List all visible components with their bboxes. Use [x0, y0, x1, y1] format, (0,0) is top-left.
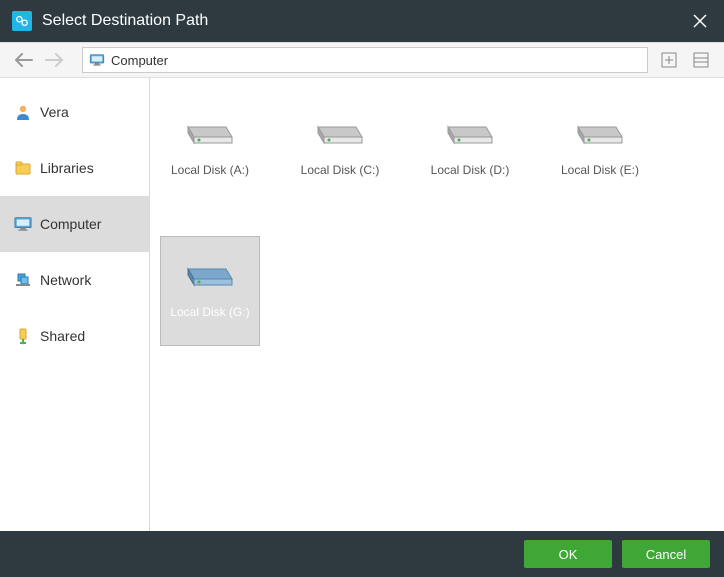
bottombar: OK Cancel: [0, 531, 724, 577]
cancel-button[interactable]: Cancel: [622, 540, 710, 568]
sidebar-item-vera[interactable]: Vera: [0, 84, 149, 140]
drive-label: Local Disk (D:): [431, 163, 510, 177]
drive-content: Local Disk (A:) Local Disk (C:): [150, 78, 724, 531]
close-icon[interactable]: [688, 9, 712, 33]
sidebar-item-computer[interactable]: Computer: [0, 196, 149, 252]
drive-a[interactable]: Local Disk (A:): [160, 94, 260, 204]
drive-icon: [442, 103, 498, 147]
drive-icon: [182, 245, 238, 289]
sidebar-item-label: Vera: [40, 104, 69, 120]
monitor-icon: [89, 54, 105, 66]
sidebar-item-label: Libraries: [40, 160, 94, 176]
sidebar-item-network[interactable]: Network: [0, 252, 149, 308]
user-icon: [14, 103, 32, 121]
sidebar-item-label: Network: [40, 272, 91, 288]
window-title: Select Destination Path: [42, 12, 688, 30]
sidebar-item-label: Computer: [40, 216, 101, 232]
app-icon: [12, 11, 32, 31]
drive-e[interactable]: Local Disk (E:): [550, 94, 650, 204]
toolbar: Computer: [0, 42, 724, 78]
drive-label: Local Disk (C:): [301, 163, 380, 177]
shared-icon: [14, 327, 32, 345]
drive-icon: [312, 103, 368, 147]
drive-label: Local Disk (G:): [170, 305, 249, 319]
drive-d[interactable]: Local Disk (D:): [420, 94, 520, 204]
libraries-icon: [14, 159, 32, 177]
sidebar-item-label: Shared: [40, 328, 85, 344]
sidebar-item-libraries[interactable]: Libraries: [0, 140, 149, 196]
sidebar-item-shared[interactable]: Shared: [0, 308, 149, 364]
drive-icon: [182, 103, 238, 147]
drive-label: Local Disk (A:): [171, 163, 249, 177]
drive-g[interactable]: Local Disk (G:): [160, 236, 260, 346]
network-icon: [14, 271, 32, 289]
drive-c[interactable]: Local Disk (C:): [290, 94, 390, 204]
drive-label: Local Disk (E:): [561, 163, 639, 177]
ok-button[interactable]: OK: [524, 540, 612, 568]
forward-button[interactable]: [42, 48, 66, 72]
body: Vera Libraries Computer Network Shared: [0, 78, 724, 531]
monitor-icon: [14, 215, 32, 233]
breadcrumb-text: Computer: [111, 53, 168, 68]
drive-icon: [572, 103, 628, 147]
new-folder-icon[interactable]: [658, 49, 680, 71]
back-button[interactable]: [12, 48, 36, 72]
sidebar: Vera Libraries Computer Network Shared: [0, 78, 150, 531]
titlebar: Select Destination Path: [0, 0, 724, 42]
breadcrumb[interactable]: Computer: [82, 47, 648, 73]
list-view-icon[interactable]: [690, 49, 712, 71]
